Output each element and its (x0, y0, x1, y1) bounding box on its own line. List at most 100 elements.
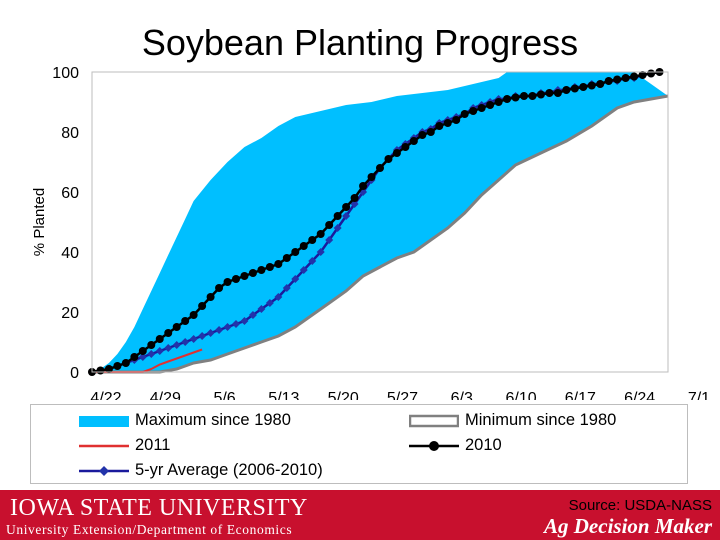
legend-label-maximum: Maximum since 1980 (135, 411, 291, 429)
marker-5yr-average-8 (155, 347, 164, 355)
marker-2010-30 (342, 203, 351, 211)
x-tick-label-2: 5/6 (213, 390, 235, 400)
marker-2010-16 (223, 278, 232, 286)
marker-2010-26 (308, 236, 317, 244)
marker-2010-15 (215, 284, 224, 292)
marker-2010-10 (172, 323, 181, 331)
marker-2010-37 (401, 143, 410, 151)
y-tick-label-40: 40 (61, 245, 79, 262)
marker-2010-24 (291, 248, 300, 256)
footer-banner: IOWA STATE UNIVERSITY University Extensi… (0, 490, 720, 540)
marker-2010-28 (325, 221, 334, 229)
marker-2010-58 (579, 83, 588, 91)
chart-legend: Maximum since 1980 Minimum since 1980 20… (30, 404, 688, 484)
marker-5yr-average-10 (172, 341, 181, 349)
marker-2010-31 (350, 194, 359, 202)
marker-2010-55 (553, 89, 562, 97)
marker-5yr-average-9 (164, 344, 173, 352)
y-tick-label-80: 80 (61, 125, 79, 142)
marker-5yr-average-13 (198, 332, 207, 340)
marker-2010-11 (181, 317, 190, 325)
y-tick-label-20: 20 (61, 305, 79, 322)
marker-2010-17 (232, 275, 240, 283)
department-text: University Extension/Department of Econo… (6, 522, 293, 537)
axes: 0 20 40 60 80 100 4/22 4/29 5/6 5/13 5/20 5/27 6/3 6/… (52, 65, 710, 400)
marker-2010-14 (206, 293, 215, 301)
marker-2010-63 (621, 74, 630, 82)
legend-label-2011: 2011 (135, 436, 171, 454)
marker-2010-59 (587, 81, 596, 90)
marker-5yr-average-30 (342, 212, 351, 220)
marker-2010-57 (570, 84, 579, 93)
marker-5yr-average-16 (223, 323, 232, 331)
legend-swatch-5yr-average (79, 465, 129, 476)
marker-5yr-average-7 (147, 350, 156, 358)
legend-label-5yr-average: 5-yr Average (2006-2010) (135, 461, 323, 479)
marker-2010-48 (494, 98, 503, 106)
marker-2010-1 (96, 366, 105, 375)
plot-area (88, 68, 669, 376)
marker-2010-49 (503, 95, 512, 103)
x-tick-label-0: 4/22 (90, 390, 121, 400)
marker-2010-8 (155, 335, 164, 343)
marker-2010-7 (147, 341, 156, 349)
marker-5yr-average-19 (248, 311, 257, 319)
marker-5yr-average-14 (206, 329, 215, 337)
marker-2010-61 (604, 77, 613, 85)
plot-frame (91, 71, 669, 373)
marker-2010-34 (376, 164, 384, 172)
legend-swatch-2011 (79, 444, 129, 447)
marker-2010-4 (121, 359, 130, 367)
marker-5yr-average-29 (333, 224, 342, 232)
legend-item-minimum: Minimum since 1980 (409, 411, 616, 430)
x-tick-label-1: 4/29 (150, 390, 181, 400)
legend-item-2010: 2010 (409, 436, 502, 455)
marker-2010-3 (113, 362, 122, 370)
marker-2010-25 (299, 242, 308, 250)
marker-2010-23 (282, 254, 291, 262)
marker-2010-2 (104, 365, 113, 373)
marker-5yr-average-6 (138, 353, 147, 361)
marker-2010-35 (384, 155, 393, 163)
marker-2010-20 (257, 266, 266, 274)
marker-5yr-average-27 (316, 248, 325, 256)
marker-5yr-average-15 (215, 326, 224, 334)
line-chart: 0 20 40 60 80 100 4/22 4/29 5/6 5/13 5/20 5/27 6/3 6/… (31, 65, 710, 400)
marker-2010-22 (274, 260, 283, 268)
marker-2010-41 (435, 122, 444, 130)
marker-2010-29 (333, 212, 342, 220)
marker-2010-33 (367, 173, 376, 181)
y-axis-label: % Planted (31, 188, 48, 256)
marker-2010-43 (452, 116, 461, 124)
marker-5yr-average-23 (282, 284, 291, 292)
marker-5yr-average-24 (291, 275, 300, 283)
marker-2010-32 (359, 182, 368, 190)
y-tick-label-0: 0 (70, 365, 79, 382)
x-tick-label-10: 7/1 (688, 390, 710, 400)
university-logo-text: IOWA STATE UNIVERSITY (10, 495, 308, 521)
marker-2010-65 (638, 71, 647, 79)
legend-item-maximum: Maximum since 1980 (79, 411, 291, 430)
brand-logo-text: Ag Decision Maker (544, 514, 712, 538)
marker-2010-38 (409, 137, 418, 145)
marker-5yr-average-21 (265, 299, 274, 307)
marker-2010-40 (426, 128, 435, 136)
marker-2010-18 (240, 272, 249, 280)
x-tick-label-8: 6/17 (565, 390, 596, 400)
y-tick-label-100: 100 (52, 65, 79, 82)
marker-2010-51 (520, 92, 528, 100)
chart-title: Soybean Planting Progress (141, 22, 579, 63)
marker-2010-6 (138, 347, 147, 355)
marker-2010-21 (265, 263, 274, 271)
line-minimum-since-1980 (92, 94, 669, 374)
x-tick-label-7: 6/10 (505, 390, 536, 400)
marker-2010-50 (511, 93, 520, 102)
marker-2010-66 (647, 69, 656, 78)
marker-5yr-average-17 (232, 320, 240, 328)
x-tick-label-4: 5/20 (328, 390, 359, 400)
legend-item-5yr-average: 5-yr Average (2006-2010) (79, 461, 323, 480)
marker-2010-52 (528, 92, 537, 100)
legend-label-2010: 2010 (465, 436, 502, 454)
marker-2010-44 (460, 110, 469, 118)
marker-2010-60 (596, 80, 605, 88)
